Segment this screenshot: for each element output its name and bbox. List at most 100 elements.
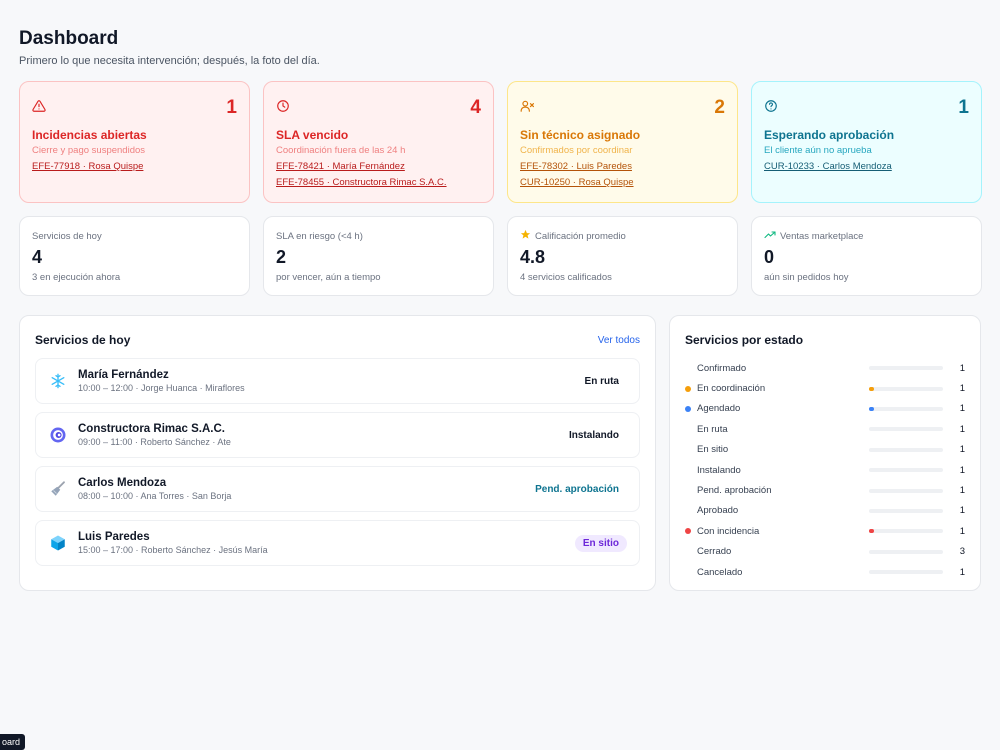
status-bar (869, 488, 943, 493)
service-row[interactable]: María Fernández 10:00 – 12:00 · Jorge Hu… (35, 358, 640, 404)
status-name: Agendado (697, 403, 741, 415)
status-bar (869, 468, 943, 473)
alert-link[interactable]: EFE-78455 · Constructora Rimac S.A.C. (276, 177, 447, 188)
service-meta: 10:00 – 12:00 · Jorge Huanca · Miraflore… (78, 383, 245, 393)
kpi-sla-risk: SLA en riesgo (<4 h) 2 por vencer, aún a… (263, 216, 494, 296)
alert-card-incidents[interactable]: 1 Incidencias abiertas Cierre y pago sus… (19, 81, 250, 203)
status-count: 1 (959, 485, 965, 497)
alert-subtitle: El cliente aún no aprueba (764, 145, 872, 156)
kpi-label: Servicios de hoy (32, 230, 102, 242)
alert-link[interactable]: CUR-10233 · Carlos Mendoza (764, 161, 892, 172)
alert-card-unassigned[interactable]: 2 Sin técnico asignado Confirmados por c… (507, 81, 738, 203)
service-row[interactable]: Carlos Mendoza 08:00 – 10:00 · Ana Torre… (35, 466, 640, 512)
alert-subtitle: Cierre y pago suspendidos (32, 145, 146, 156)
status-row: Agendado 1 (685, 399, 965, 419)
alert-link[interactable]: CUR-10250 · Rosa Quispe (520, 177, 634, 188)
status-bar (869, 570, 943, 575)
status-row: Aprobado 1 (685, 501, 965, 521)
alert-count: 4 (470, 97, 481, 118)
status-bar (869, 447, 943, 452)
alert-subtitle: Coordinación fuera de las 24 h (276, 145, 406, 156)
kpi-value: 2 (276, 247, 287, 267)
alert-subtitle: Confirmados por coordinar (520, 145, 633, 156)
service-client: Luis Paredes (78, 531, 150, 543)
snowflake-icon (48, 371, 68, 391)
status-row: En sitio 1 (685, 440, 965, 460)
status-badge: En ruta (584, 375, 619, 387)
alert-link[interactable]: EFE-78302 · Luis Paredes (520, 161, 632, 172)
status-badge: En sitio (574, 534, 627, 552)
kpi-sub: por vencer, aún a tiempo (276, 272, 381, 283)
status-row: Cerrado 3 (685, 542, 965, 562)
status-name: En coordinación (697, 383, 766, 395)
dashboard-page: Dashboard Primero lo que necesita interv… (19, 28, 982, 591)
footer-tag: oard (0, 734, 26, 750)
kpi-label: SLA en riesgo (<4 h) (276, 230, 363, 242)
status-count: 1 (959, 362, 965, 374)
status-bar-fill (869, 529, 874, 534)
service-client: María Fernández (78, 369, 169, 381)
service-row[interactable]: Luis Paredes 15:00 – 17:00 · Roberto Sán… (35, 520, 640, 566)
alert-link[interactable]: EFE-78421 · María Fernández (276, 161, 405, 172)
status-row: Cancelado 1 (685, 562, 965, 582)
cube-icon (48, 533, 68, 553)
status-dot (685, 528, 691, 535)
warning-triangle-icon (32, 99, 46, 118)
kpi-cards: Servicios de hoy 4 3 en ejecución ahora … (19, 216, 982, 296)
status-bar (869, 366, 943, 371)
status-dot (685, 405, 691, 412)
status-name: Cerrado (697, 546, 732, 558)
kpi-value: 0 (764, 247, 775, 267)
status-count: 1 (959, 566, 965, 578)
panel-title: Servicios por estado (685, 333, 804, 347)
alert-link[interactable]: EFE-77918 · Rosa Quispe (32, 161, 144, 172)
kpi-avg-rating: Calificación promedio 4.8 4 servicios ca… (507, 216, 738, 296)
kpi-value: 4.8 (520, 247, 546, 267)
help-circle-icon (764, 99, 778, 118)
status-count: 3 (959, 546, 965, 558)
service-meta: 15:00 – 17:00 · Roberto Sánchez · Jesús … (78, 545, 268, 555)
alert-card-sla-overdue[interactable]: 4 SLA vencido Coordinación fuera de las … (263, 81, 494, 203)
service-client: Constructora Rimac S.A.C. (78, 423, 225, 435)
status-bar (869, 529, 943, 534)
alert-title: SLA vencido (276, 128, 349, 142)
status-count: 1 (959, 403, 965, 415)
alert-card-awaiting-approval[interactable]: 1 Esperando aprobación El cliente aún no… (751, 81, 982, 203)
alert-title: Incidencias abiertas (32, 128, 147, 142)
page-title: Dashboard (19, 28, 119, 49)
status-badge: Pend. aprobación (535, 483, 619, 495)
kpi-value: 4 (32, 247, 43, 267)
status-bar-fill (869, 406, 874, 411)
status-count: 1 (959, 505, 965, 517)
see-all-link[interactable]: Ver todos (597, 334, 640, 346)
user-x-icon (520, 99, 534, 118)
status-row: En coordinación 1 (685, 378, 965, 398)
service-meta: 08:00 – 10:00 · Ana Torres · San Borja (78, 491, 232, 501)
status-row: Confirmado 1 (685, 358, 965, 378)
status-dot (685, 385, 691, 392)
status-count: 1 (959, 444, 965, 456)
page-subtitle: Primero lo que necesita intervención; de… (19, 55, 320, 67)
status-name: Cancelado (697, 566, 743, 578)
star-icon (520, 229, 531, 243)
status-list: Confirmado 1 En coordinación 1 Agendado 1 En r… (685, 358, 965, 582)
alert-cards: 1 Incidencias abiertas Cierre y pago sus… (19, 81, 982, 203)
service-meta: 09:00 – 11:00 · Roberto Sánchez · Ate (78, 437, 231, 447)
status-row: Con incidencia 1 (685, 521, 965, 541)
clock-icon (276, 99, 290, 118)
alert-count: 1 (958, 97, 969, 118)
status-count: 1 (959, 383, 965, 395)
status-name: Con incidencia (697, 525, 760, 537)
status-bar (869, 386, 943, 391)
kpi-services-today: Servicios de hoy 4 3 en ejecución ahora (19, 216, 250, 296)
status-badge: Instalando (568, 429, 619, 441)
trending-up-icon (764, 229, 776, 244)
status-count: 1 (959, 464, 965, 476)
service-row[interactable]: Constructora Rimac S.A.C. 09:00 – 11:00 … (35, 412, 640, 458)
kpi-marketplace-sales: Ventas marketplace 0 aún sin pedidos hoy (751, 216, 982, 296)
alert-title: Esperando aprobación (764, 128, 895, 142)
alert-count: 2 (714, 97, 725, 118)
status-bar (869, 406, 943, 411)
services-today-panel: Servicios de hoy Ver todos María Fernánd… (19, 315, 656, 591)
service-client: Carlos Mendoza (78, 477, 167, 489)
